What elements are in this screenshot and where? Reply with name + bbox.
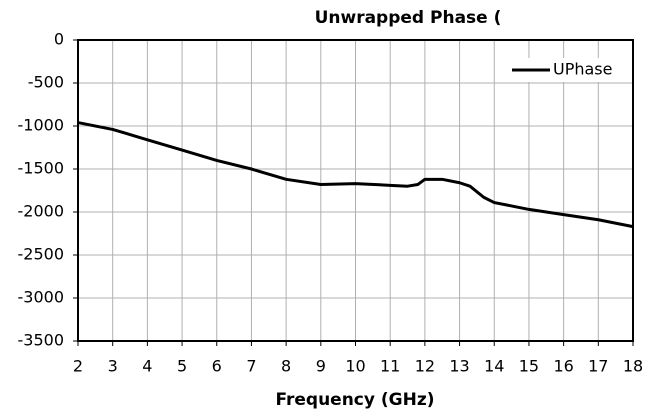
x-tick-label: 11	[380, 357, 400, 376]
y-tick-label: -1500	[18, 159, 65, 178]
x-tick-label: 3	[108, 357, 118, 376]
x-tick-label: 7	[246, 357, 256, 376]
x-tick-label: 18	[623, 357, 643, 376]
y-tick-label: -2000	[18, 202, 65, 221]
x-tick-label: 9	[316, 357, 326, 376]
plot-frame	[77, 39, 634, 342]
y-tick-label: -3000	[18, 288, 65, 307]
chart-title: Unwrapped Phase (	[315, 8, 502, 28]
x-axis-title: Frequency (GHz)	[275, 390, 434, 410]
x-tick-label: 17	[588, 357, 608, 376]
y-tick-label: -2500	[18, 245, 65, 264]
x-tick-label: 5	[177, 357, 187, 376]
y-tick-label: 0	[54, 30, 64, 49]
x-tick-label: 13	[449, 357, 469, 376]
x-tick-label: 6	[212, 357, 222, 376]
data-line	[77, 121, 634, 229]
x-tick-label: 10	[345, 357, 365, 376]
x-tick-label: 4	[142, 357, 152, 376]
x-tick-label: 14	[484, 357, 504, 376]
x-tick-label: 2	[73, 357, 83, 376]
x-tick-label: 12	[415, 357, 435, 376]
y-tick-label: -1000	[18, 116, 65, 135]
legend-label: UPhase	[553, 60, 612, 79]
y-tick-label: -500	[28, 73, 64, 92]
y-tick-label: -3500	[18, 331, 65, 350]
x-tick-label: 15	[519, 357, 539, 376]
x-tick-label: 8	[281, 357, 291, 376]
x-tick-label: 16	[553, 357, 573, 376]
